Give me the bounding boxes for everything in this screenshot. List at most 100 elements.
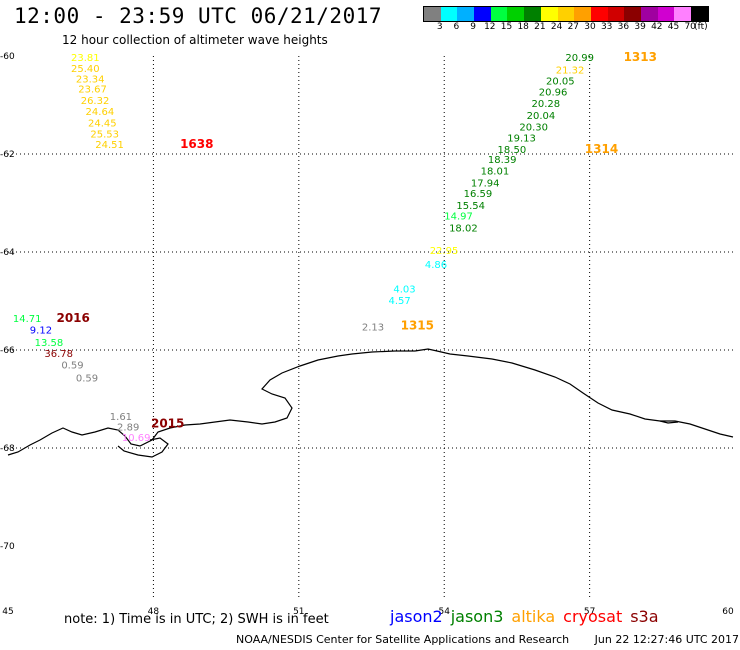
wave-height-value: 16.59 bbox=[464, 189, 493, 200]
legend-jason3: jason3 bbox=[450, 607, 504, 626]
colorbar-label: 45 bbox=[667, 22, 680, 32]
colorbar-swatch bbox=[424, 7, 441, 21]
wave-height-value: 1.61 bbox=[110, 412, 132, 423]
legend-s3a: s3a bbox=[630, 607, 659, 626]
colorbar-swatch bbox=[607, 7, 625, 21]
colorbar-label: 18 bbox=[517, 22, 529, 32]
colorbar-swatch bbox=[507, 7, 525, 21]
pass-time-label: 2015 bbox=[151, 417, 184, 431]
lat-tick-label: -66 bbox=[0, 346, 15, 356]
colorbar-label: 15 bbox=[500, 22, 513, 32]
lat-tick-label: -62 bbox=[0, 150, 15, 160]
wave-height-value: 19.13 bbox=[507, 133, 536, 144]
wave-height-value: 23.67 bbox=[78, 84, 107, 95]
lon-tick-label: 60 bbox=[722, 607, 734, 617]
wave-height-value: 14.71 bbox=[13, 314, 42, 325]
wave-height-value: 20.05 bbox=[546, 77, 575, 88]
wave-height-value: 25.40 bbox=[71, 64, 100, 75]
footer-note: note: 1) Time is in UTC; 2) SWH is in fe… bbox=[64, 612, 329, 627]
wave-height-value: 20.99 bbox=[565, 53, 594, 64]
colorbar-swatch bbox=[440, 7, 458, 21]
colorbar-label: 36 bbox=[617, 22, 630, 32]
wave-height-value: 15.54 bbox=[456, 201, 485, 212]
colorbar-swatch bbox=[674, 7, 691, 21]
colorbar-label: 70 bbox=[684, 22, 696, 32]
colorbar-swatch bbox=[474, 7, 491, 21]
pass-time-label: 1315 bbox=[401, 319, 434, 333]
wave-height-value: 24.64 bbox=[86, 107, 115, 118]
legend-altika: altika bbox=[511, 607, 556, 626]
colorbar-swatch bbox=[524, 7, 541, 21]
coastline-islet bbox=[659, 420, 679, 424]
lon-tick-label: 51 bbox=[293, 607, 304, 617]
colorbar-label: 12 bbox=[484, 22, 496, 32]
wave-height-value: 0.59 bbox=[76, 373, 98, 384]
axis-tick-labels: -60 -62 -64 -66 -68 -70 45 48 51 54 57 60 bbox=[0, 52, 734, 617]
colorbar-label: (ft) bbox=[694, 22, 708, 32]
wave-height-value: 26.32 bbox=[81, 96, 110, 107]
antarctic-coastline bbox=[7, 348, 734, 456]
colorbar-label: 6 bbox=[453, 22, 460, 32]
credit-line: NOAA/NESDIS Center for Satellite Applica… bbox=[236, 633, 739, 646]
colorbar-swatch bbox=[691, 7, 708, 21]
wave-height-value: 4.03 bbox=[393, 284, 415, 295]
colorbar-swatch bbox=[557, 7, 575, 21]
colorbar-labels: 3 6 9 12 15 18 21 24 27 30 33 36 39 42 45 70 (ft) bbox=[423, 22, 740, 34]
satellite-legend: jason2 jason3 altika cryosat s3a bbox=[390, 607, 667, 626]
colorbar-swatch bbox=[490, 7, 508, 21]
map-gridlines bbox=[8, 56, 735, 600]
lat-tick-label: -64 bbox=[0, 248, 15, 258]
wave-height-value: 13.58 bbox=[35, 338, 64, 349]
lat-tick-label: -70 bbox=[0, 542, 15, 552]
pass-time-label: 1313 bbox=[624, 50, 657, 64]
colorbar-swatch bbox=[590, 7, 608, 21]
pass-time-labels: 1313 1314 1315 1638 2016 2015 bbox=[56, 50, 657, 431]
lon-tick-label: 54 bbox=[439, 607, 451, 617]
lat-tick-label: -60 bbox=[0, 52, 15, 62]
wave-height-value: 2.89 bbox=[117, 422, 139, 433]
colorbar-label: 24 bbox=[550, 22, 563, 32]
pass-time-label: 1638 bbox=[180, 137, 213, 151]
wave-height-value: 14.97 bbox=[444, 212, 473, 223]
wave-height-value: 23.81 bbox=[71, 53, 100, 64]
wave-height-value: 10.69 bbox=[122, 433, 151, 444]
lat-tick-label: -68 bbox=[0, 444, 15, 454]
wave-height-values: 20.99 21.3220.0520.9620.2820.0420.3019.13… bbox=[13, 53, 594, 444]
wave-height-value: 24.51 bbox=[95, 140, 124, 151]
colorbar-swatch bbox=[574, 7, 591, 21]
legend-cryosat: cryosat bbox=[563, 607, 623, 626]
colorbar-swatch bbox=[457, 7, 475, 21]
wave-height-value: 4.57 bbox=[388, 296, 410, 307]
colorbar-label: 30 bbox=[584, 22, 596, 32]
coastline-inlet bbox=[117, 437, 169, 458]
pass-time-label: 1314 bbox=[585, 142, 618, 156]
colorbar-label: 42 bbox=[651, 22, 663, 32]
colorbar-label: 3 bbox=[436, 22, 443, 32]
lon-tick-label: 45 bbox=[2, 607, 13, 617]
wave-height-value: 4.86 bbox=[425, 260, 447, 271]
credit-timestamp: Jun 22 12:27:46 UTC 2017 bbox=[594, 633, 740, 646]
wave-height-value: 21.32 bbox=[556, 66, 585, 77]
colorbar-label: 27 bbox=[567, 22, 580, 32]
colorbar-label: 21 bbox=[534, 22, 546, 32]
wave-height-value: 20.28 bbox=[531, 99, 560, 110]
wave-height-value: 24.45 bbox=[88, 119, 117, 130]
wave-height-value: 18.50 bbox=[498, 145, 527, 156]
wave-height-value: 0.59 bbox=[61, 361, 83, 372]
colorbar-label: 9 bbox=[470, 22, 476, 32]
colorbar-swatch bbox=[657, 7, 675, 21]
wave-height-value: 20.96 bbox=[539, 87, 568, 98]
wave-height-value: 20.30 bbox=[519, 123, 548, 134]
wave-height-value: 22.95 bbox=[430, 246, 459, 257]
wave-height-value: 36.78 bbox=[44, 349, 73, 360]
credit-org: NOAA/NESDIS Center for Satellite Applica… bbox=[236, 633, 570, 646]
lon-tick-label: 48 bbox=[148, 607, 160, 617]
colorbar-swatch bbox=[540, 7, 558, 21]
wave-height-value: 18.01 bbox=[481, 167, 510, 178]
wave-height-value: 18.39 bbox=[488, 155, 517, 166]
wave-height-value: 25.53 bbox=[90, 129, 119, 140]
wave-height-value: 23.34 bbox=[76, 75, 105, 86]
wave-height-value: 2.13 bbox=[362, 322, 384, 333]
page-subtitle: 12 hour collection of altimeter wave hei… bbox=[62, 33, 328, 47]
